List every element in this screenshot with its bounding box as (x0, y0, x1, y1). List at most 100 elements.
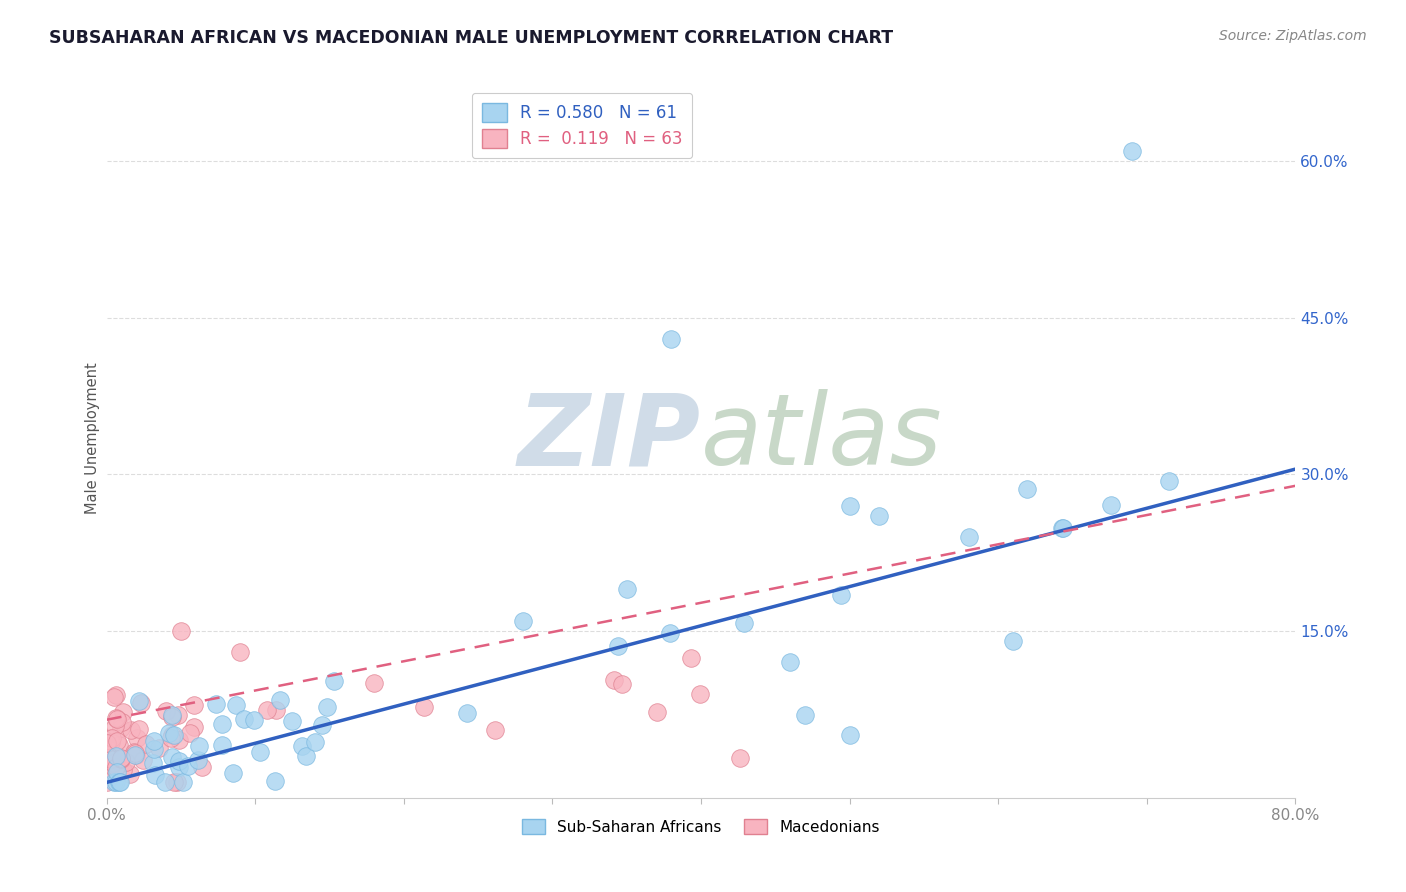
Point (256, 703, 278, 717)
Point (145, 768, 167, 782)
Point (190, 760, 212, 774)
Point (104, 760, 127, 774)
Point (838, 499, 860, 513)
Point (111, 764, 134, 778)
Point (363, 676, 385, 690)
Point (183, 720, 205, 734)
Point (658, 626, 681, 640)
Point (97, 742, 120, 756)
Point (115, 755, 138, 769)
Point (135, 737, 157, 751)
Point (118, 767, 141, 781)
Point (167, 754, 190, 768)
Point (412, 699, 434, 714)
Point (269, 693, 291, 707)
Point (104, 719, 127, 733)
Point (96, 739, 118, 754)
Point (120, 723, 142, 737)
Point (243, 714, 266, 728)
Point (167, 733, 190, 747)
Point (105, 749, 128, 764)
Point (681, 650, 703, 665)
Point (142, 742, 165, 756)
Point (838, 728, 860, 742)
Point (957, 530, 980, 544)
Point (249, 745, 271, 759)
Point (606, 639, 628, 653)
Point (295, 748, 318, 763)
Point (98, 731, 121, 745)
Point (266, 703, 288, 717)
Point (602, 673, 624, 687)
Point (167, 707, 190, 722)
Point (103, 775, 125, 789)
Point (166, 775, 188, 789)
Text: ZIP: ZIP (517, 389, 702, 486)
Point (142, 756, 165, 770)
Point (105, 775, 128, 789)
Point (104, 762, 127, 776)
Point (160, 710, 183, 724)
Point (110, 751, 132, 765)
Point (111, 715, 134, 730)
Point (1159, 475, 1181, 489)
Point (105, 734, 128, 748)
Point (779, 655, 801, 669)
Point (263, 774, 285, 789)
Point (129, 696, 152, 710)
Point (105, 713, 128, 727)
Point (160, 749, 183, 764)
Point (132, 753, 155, 767)
Point (104, 711, 127, 725)
Point (112, 705, 135, 719)
Point (187, 754, 209, 768)
Point (232, 712, 254, 726)
Point (96, 753, 118, 767)
Point (315, 699, 337, 714)
Point (794, 707, 817, 722)
Point (128, 694, 150, 708)
Point (103, 690, 125, 705)
Point (125, 731, 148, 745)
Point (456, 706, 478, 720)
Point (225, 698, 247, 712)
Point (110, 721, 132, 735)
Point (1002, 634, 1025, 648)
Point (128, 722, 150, 736)
Point (659, 332, 682, 346)
Point (291, 739, 314, 754)
Point (96, 775, 118, 789)
Text: SUBSAHARAN AFRICAN VS MACEDONIAN MALE UNEMPLOYMENT CORRELATION CHART: SUBSAHARAN AFRICAN VS MACEDONIAN MALE UN… (49, 29, 893, 46)
Point (211, 717, 233, 731)
Point (484, 723, 506, 738)
Point (172, 775, 194, 789)
Point (96, 751, 118, 765)
Point (616, 582, 638, 597)
Point (96, 735, 118, 749)
Point (160, 728, 183, 742)
Point (183, 698, 205, 713)
Point (125, 748, 148, 763)
Point (122, 745, 145, 759)
Point (689, 688, 711, 702)
Point (104, 688, 127, 702)
Point (222, 766, 245, 780)
Point (177, 759, 200, 773)
Y-axis label: Male Unemployment: Male Unemployment (86, 362, 100, 514)
Point (1099, 499, 1122, 513)
Point (868, 509, 890, 524)
Point (148, 740, 170, 755)
Point (170, 624, 193, 638)
Point (211, 738, 233, 752)
Point (162, 707, 184, 722)
Point (734, 615, 756, 630)
Point (229, 645, 252, 659)
Point (830, 588, 852, 602)
Point (108, 775, 131, 789)
Legend: R = 0.580   N = 61, R =  0.119   N = 63: R = 0.580 N = 61, R = 0.119 N = 63 (471, 93, 693, 158)
Point (160, 731, 183, 745)
Point (311, 717, 333, 731)
Point (108, 738, 131, 752)
Point (124, 747, 146, 762)
Point (322, 673, 344, 688)
